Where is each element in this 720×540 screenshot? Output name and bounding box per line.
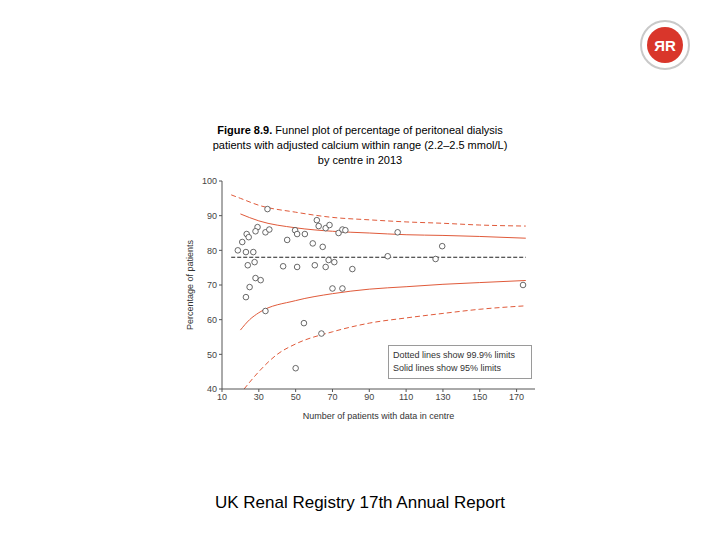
svg-text:80: 80 — [207, 246, 217, 256]
html-text:UK Renal Registry 17th Annual: UK Renal Registry 17th Annual Report — [214, 493, 505, 512]
html-text:Dotted lines show 99.9% limits: Dotted lines show 99.9% limits — [393, 350, 516, 360]
svg-text:90: 90 — [207, 211, 217, 221]
svg-text:Number of patients with data i: Number of patients with data in centre — [303, 411, 455, 421]
svg-text:50: 50 — [207, 350, 217, 360]
svg-text:60: 60 — [207, 315, 217, 325]
svg-text:90: 90 — [364, 392, 374, 402]
svg-text:10: 10 — [217, 392, 227, 402]
svg-text:100: 100 — [202, 176, 217, 186]
svg-text:130: 130 — [435, 392, 450, 402]
svg-text:110: 110 — [399, 392, 413, 402]
svg-text:150: 150 — [472, 392, 487, 402]
html-text:Figure 8.9. Funnel plot of per: Figure 8.9. Funnel plot of percentage of… — [217, 124, 503, 136]
html-text:patients with adjusted calcium: patients with adjusted calcium within ra… — [212, 139, 508, 151]
svg-text:30: 30 — [254, 392, 264, 402]
html-text:Percentage of patients: Percentage of patients — [185, 240, 195, 330]
svg-text:70: 70 — [207, 280, 217, 290]
html-text:ЯR: ЯR — [654, 36, 676, 54]
html-text:by centre in 2013: by centre in 2013 — [317, 154, 403, 166]
svg-text:70: 70 — [327, 392, 337, 402]
svg-text:170: 170 — [509, 392, 524, 402]
svg-text:50: 50 — [291, 392, 301, 402]
svg-text:40: 40 — [207, 384, 217, 394]
html-text:Solid lines show 95% limits: Solid lines show 95% limits — [393, 363, 501, 373]
